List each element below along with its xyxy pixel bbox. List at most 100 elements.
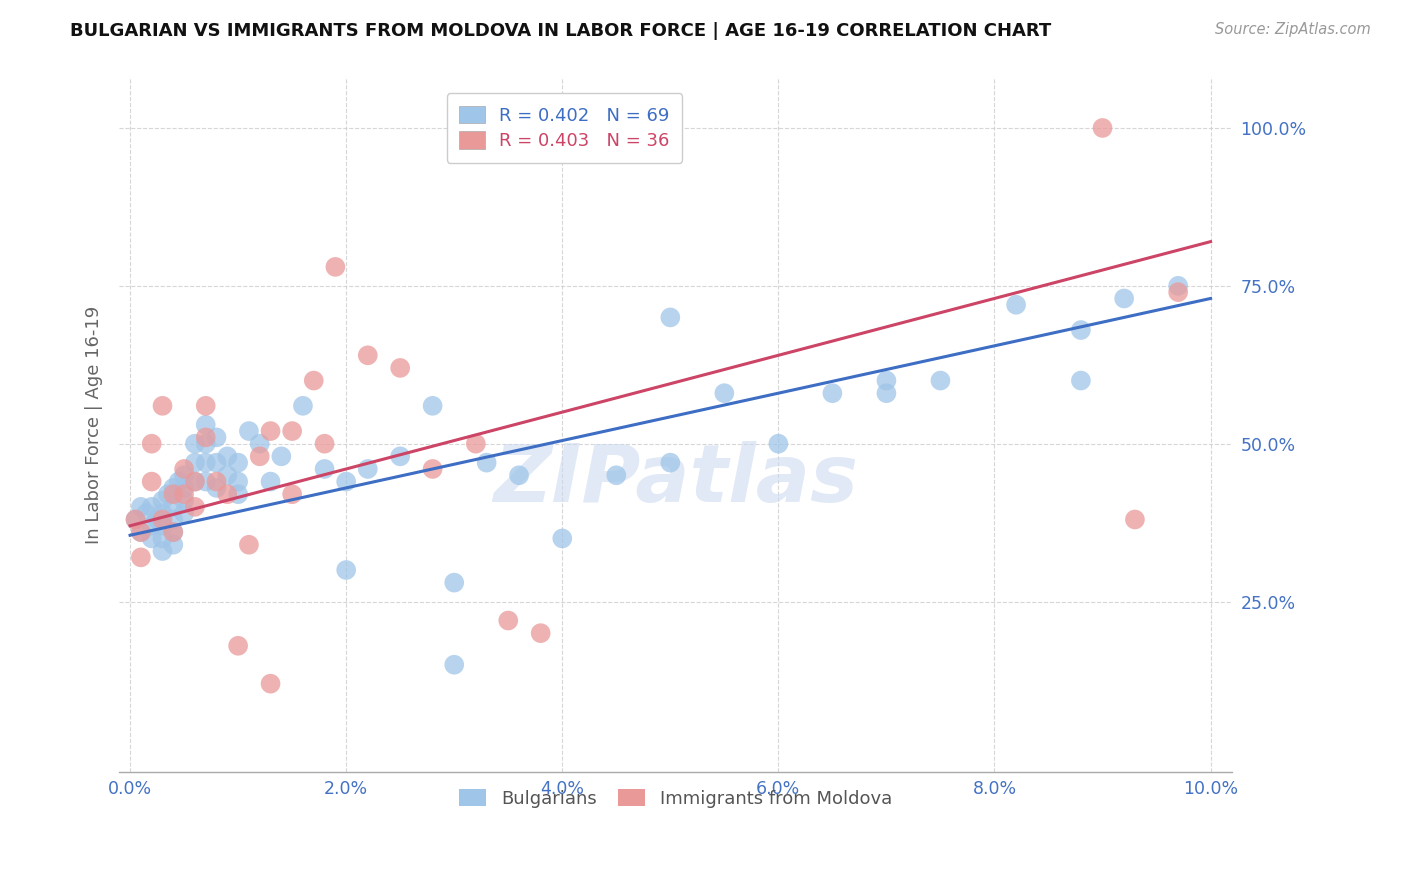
Point	[194, 417, 217, 432]
Point	[259, 475, 281, 489]
Point	[184, 456, 207, 470]
Point	[173, 487, 195, 501]
Point	[422, 399, 444, 413]
Point	[281, 487, 304, 501]
Point	[184, 475, 207, 489]
Point	[357, 348, 380, 362]
Point	[1123, 512, 1146, 526]
Point	[184, 475, 207, 489]
Point	[152, 506, 174, 520]
Point	[184, 436, 207, 450]
Point	[162, 487, 184, 501]
Point	[152, 493, 174, 508]
Point	[162, 538, 184, 552]
Y-axis label: In Labor Force | Age 16-19: In Labor Force | Age 16-19	[86, 306, 103, 544]
Point	[443, 575, 465, 590]
Point	[194, 436, 217, 450]
Point	[1070, 323, 1092, 337]
Point	[205, 456, 228, 470]
Point	[184, 500, 207, 514]
Point	[162, 481, 184, 495]
Point	[281, 424, 304, 438]
Point	[389, 360, 412, 375]
Point	[659, 310, 682, 325]
Text: ZIPatlas: ZIPatlas	[494, 442, 858, 519]
Point	[194, 430, 217, 444]
Point	[226, 487, 249, 501]
Point	[1167, 278, 1189, 293]
Point	[259, 676, 281, 690]
Point	[173, 506, 195, 520]
Point	[1114, 292, 1136, 306]
Point	[162, 525, 184, 540]
Point	[167, 475, 190, 489]
Point	[141, 532, 163, 546]
Point	[152, 532, 174, 546]
Point	[659, 456, 682, 470]
Point	[205, 475, 228, 489]
Point	[422, 462, 444, 476]
Point	[325, 260, 347, 274]
Point	[156, 487, 179, 501]
Point	[217, 450, 239, 464]
Point	[259, 424, 281, 438]
Point	[291, 399, 314, 413]
Point	[217, 468, 239, 483]
Point	[270, 450, 292, 464]
Point	[1167, 285, 1189, 300]
Point	[335, 475, 357, 489]
Point	[464, 436, 486, 450]
Point	[226, 639, 249, 653]
Point	[508, 468, 530, 483]
Point	[551, 532, 574, 546]
Point	[530, 626, 553, 640]
Point	[389, 450, 412, 464]
Point	[152, 512, 174, 526]
Point	[141, 436, 163, 450]
Point	[141, 475, 163, 489]
Point	[1091, 120, 1114, 135]
Point	[238, 424, 260, 438]
Point	[302, 374, 325, 388]
Point	[129, 550, 152, 565]
Point	[875, 374, 897, 388]
Legend: Bulgarians, Immigrants from Moldova: Bulgarians, Immigrants from Moldova	[453, 782, 900, 815]
Point	[1070, 374, 1092, 388]
Point	[226, 456, 249, 470]
Point	[821, 386, 844, 401]
Point	[194, 475, 217, 489]
Text: Source: ZipAtlas.com: Source: ZipAtlas.com	[1215, 22, 1371, 37]
Point	[475, 456, 498, 470]
Point	[314, 462, 336, 476]
Text: BULGARIAN VS IMMIGRANTS FROM MOLDOVA IN LABOR FORCE | AGE 16-19 CORRELATION CHAR: BULGARIAN VS IMMIGRANTS FROM MOLDOVA IN …	[70, 22, 1052, 40]
Point	[173, 468, 195, 483]
Point	[129, 525, 152, 540]
Point	[162, 512, 184, 526]
Point	[335, 563, 357, 577]
Point	[496, 614, 519, 628]
Point	[194, 456, 217, 470]
Point	[141, 518, 163, 533]
Point	[713, 386, 735, 401]
Point	[443, 657, 465, 672]
Point	[129, 525, 152, 540]
Point	[929, 374, 952, 388]
Point	[135, 506, 157, 520]
Point	[152, 544, 174, 558]
Point	[194, 399, 217, 413]
Point	[173, 493, 195, 508]
Point	[124, 512, 146, 526]
Point	[152, 518, 174, 533]
Point	[605, 468, 627, 483]
Point	[875, 386, 897, 401]
Point	[249, 450, 271, 464]
Point	[205, 481, 228, 495]
Point	[152, 399, 174, 413]
Point	[1005, 298, 1028, 312]
Point	[249, 436, 271, 450]
Point	[226, 475, 249, 489]
Point	[162, 500, 184, 514]
Point	[173, 481, 195, 495]
Point	[146, 512, 169, 526]
Point	[217, 487, 239, 501]
